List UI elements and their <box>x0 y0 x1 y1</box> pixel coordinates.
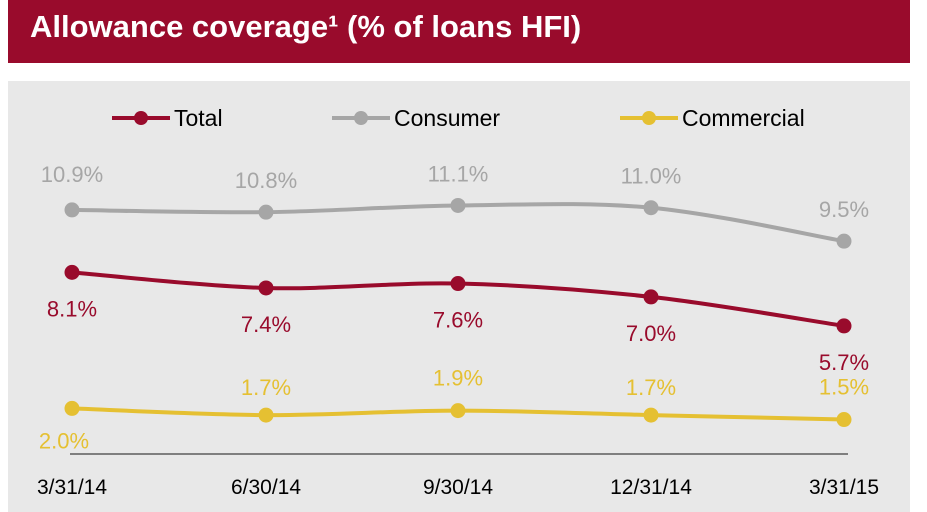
data-point-consumer-4 <box>836 233 852 249</box>
data-point-commercial-1 <box>258 407 274 423</box>
data-label-consumer-4: 9.5% <box>819 197 869 222</box>
legend-label-commercial: Commercial <box>682 105 805 131</box>
x-tick-label-3-31-15: 3/31/15 <box>809 476 879 499</box>
chart-panel <box>8 81 910 512</box>
data-point-commercial-0 <box>64 400 80 416</box>
data-label-total-1: 7.4% <box>241 312 291 337</box>
chart-title: Allowance coverage¹ (% of loans HFI) <box>30 9 582 44</box>
data-label-commercial-3: 1.7% <box>626 375 676 400</box>
data-point-total-1 <box>258 280 274 296</box>
data-label-consumer-2: 11.1% <box>428 161 489 186</box>
legend-marker-commercial <box>642 111 656 125</box>
data-label-commercial-0: 2.0% <box>39 428 89 453</box>
data-label-commercial-1: 1.7% <box>241 375 291 400</box>
data-label-total-2: 7.6% <box>433 308 483 333</box>
data-label-consumer-3: 11.0% <box>621 164 682 189</box>
data-point-commercial-3 <box>643 407 659 423</box>
data-point-commercial-2 <box>450 403 466 419</box>
data-label-total-3: 7.0% <box>626 321 676 346</box>
data-point-consumer-2 <box>450 197 466 213</box>
x-tick-label-9-30-14: 9/30/14 <box>423 476 493 499</box>
x-tick-label-6-30-14: 6/30/14 <box>231 476 301 499</box>
title-banner: Allowance coverage¹ (% of loans HFI) <box>8 0 910 63</box>
data-label-consumer-0: 10.9% <box>41 162 103 187</box>
x-tick-label-12-31-14: 12/31/14 <box>610 476 692 499</box>
data-point-total-3 <box>643 289 659 305</box>
data-point-commercial-4 <box>836 412 852 428</box>
legend-label-consumer: Consumer <box>394 105 500 131</box>
data-point-total-4 <box>836 318 852 334</box>
data-label-commercial-4: 1.5% <box>819 375 869 400</box>
data-label-consumer-1: 10.8% <box>235 168 297 193</box>
legend-marker-total <box>134 111 148 125</box>
data-point-consumer-3 <box>643 200 659 216</box>
legend-label-total: Total <box>174 105 223 131</box>
data-label-total-4: 5.7% <box>819 350 869 375</box>
legend-marker-consumer <box>354 111 368 125</box>
data-point-total-2 <box>450 276 466 292</box>
data-point-total-0 <box>64 264 80 280</box>
data-label-commercial-2: 1.9% <box>433 366 483 391</box>
data-point-consumer-1 <box>258 204 274 220</box>
x-tick-label-3-31-14: 3/31/14 <box>37 476 107 499</box>
data-point-consumer-0 <box>64 202 80 218</box>
data-label-total-0: 8.1% <box>47 296 97 321</box>
